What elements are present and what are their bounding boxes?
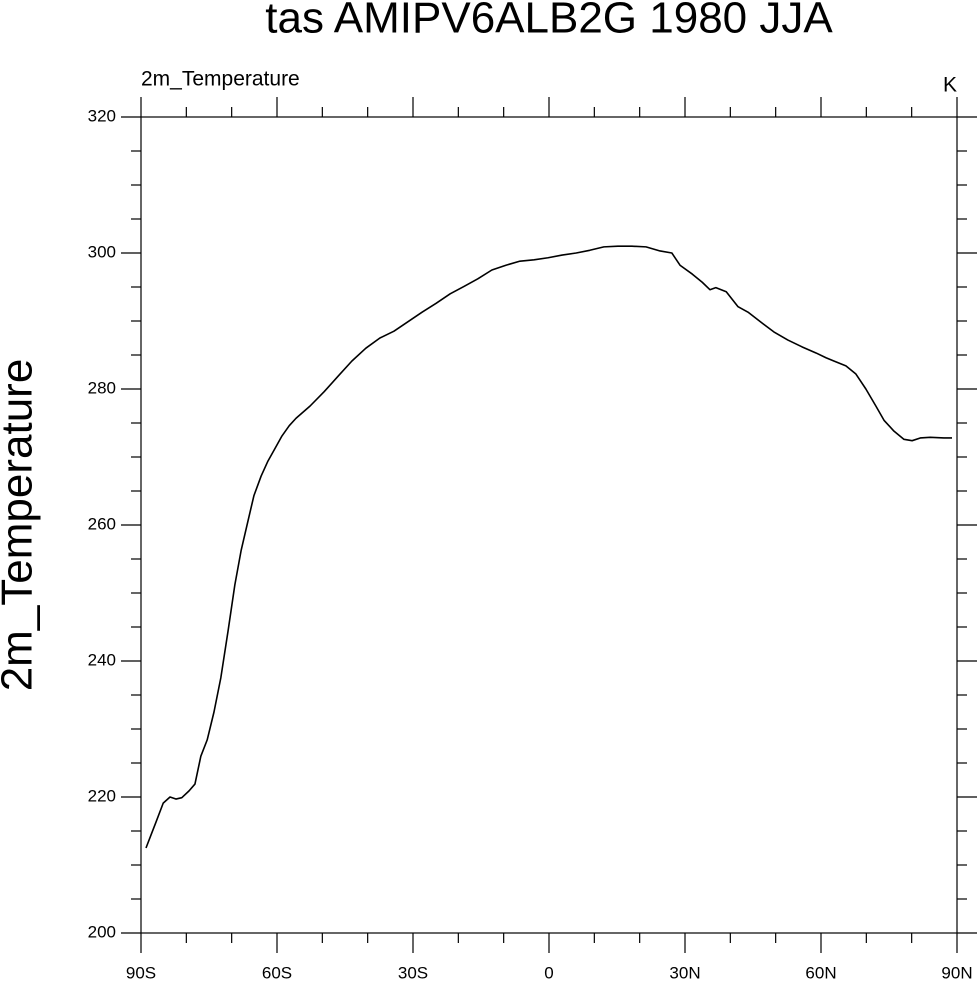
x-tick-label: 0 [544,963,553,982]
x-tick-label: 30N [669,963,700,982]
x-tick-label: 60N [805,963,836,982]
y-tick-label: 260 [88,514,116,533]
y-tick-label: 300 [88,242,116,261]
y-tick-label: 320 [88,106,116,125]
x-tick-label: 60S [262,963,292,982]
x-tick-label: 30S [398,963,428,982]
x-tick-label: 90N [941,963,972,982]
chart-title: tas AMIPV6ALB2G 1980 JJA [265,0,833,43]
subtitle-left: 2m_Temperature [141,68,300,91]
x-tick-label: 90S [126,963,156,982]
units-label: K [943,74,957,97]
y-axis-title: 2m_Temperature [0,359,42,692]
data-line [145,245,953,849]
plot-frame [140,116,958,934]
y-tick-label: 200 [88,922,116,941]
y-tick-label: 280 [88,378,116,397]
y-tick-label: 240 [88,650,116,669]
y-tick-label: 220 [88,786,116,805]
